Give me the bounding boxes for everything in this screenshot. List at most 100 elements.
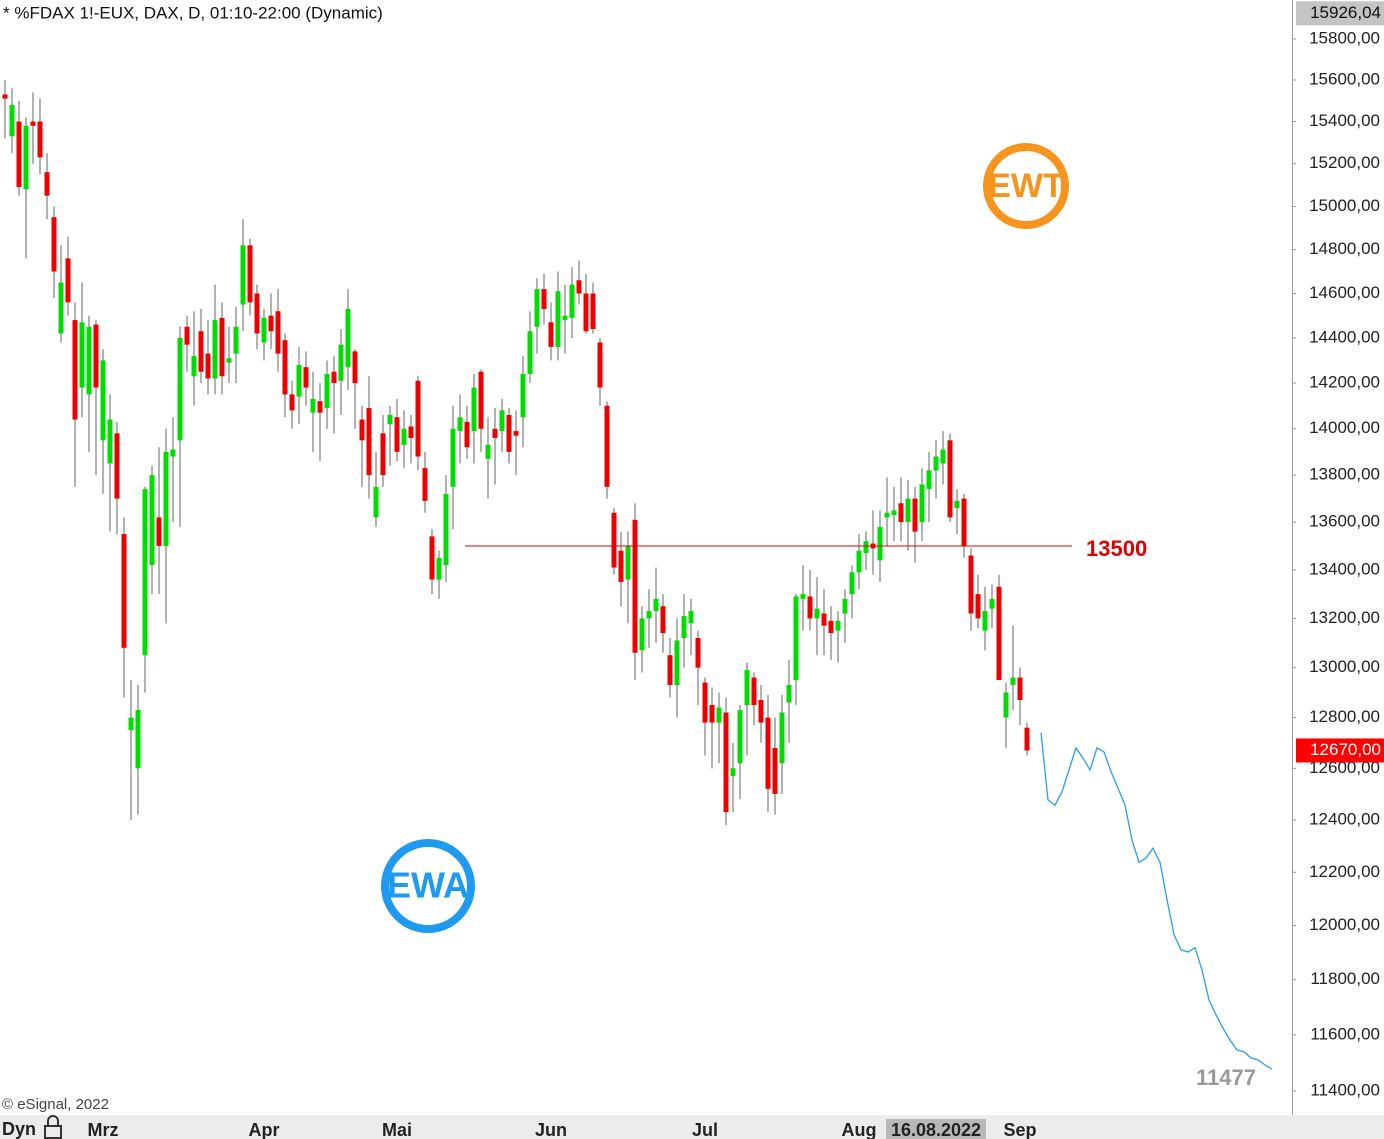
candle-body: [240, 245, 246, 305]
candle-body: [506, 414, 512, 452]
candle-body: [835, 620, 841, 631]
ewt-text: EWT: [988, 167, 1064, 205]
candle-body: [744, 670, 750, 705]
candle-body: [576, 280, 582, 294]
y-tick-label: 12600,00: [1309, 758, 1380, 777]
candle-body: [674, 640, 680, 685]
candle-body: [429, 536, 435, 580]
candle-body: [940, 449, 946, 464]
x-tick-label: Mrz: [88, 1120, 119, 1139]
candle-body: [205, 353, 211, 379]
candle-body: [219, 317, 225, 377]
candle-body: [786, 684, 792, 703]
candle-body: [716, 707, 722, 723]
candle-body: [905, 498, 911, 523]
candle-body: [2, 94, 8, 99]
candle-body: [737, 710, 743, 764]
candle-body: [51, 217, 57, 272]
ewa-text: EWA: [387, 865, 469, 906]
candle-body: [590, 293, 596, 330]
x-tick-label: Sep: [1003, 1120, 1036, 1139]
candle-body: [142, 489, 148, 656]
candle-body: [226, 358, 232, 363]
candle-body: [653, 598, 659, 612]
y-tick-label: 12200,00: [1309, 862, 1380, 881]
y-tick-label: 13200,00: [1309, 608, 1380, 627]
level-label: 13500: [1086, 536, 1147, 561]
candle-body: [660, 606, 666, 634]
candle-body: [926, 470, 932, 490]
candle-body: [821, 613, 827, 626]
candle-body: [611, 512, 617, 568]
candle-body: [184, 326, 190, 345]
x-axis-band: [0, 1115, 1384, 1139]
y-tick-label: 15000,00: [1309, 196, 1380, 215]
x-tick-label: Mai: [382, 1120, 412, 1139]
candle-body: [275, 311, 281, 354]
candle-body: [989, 598, 995, 609]
copyright: © eSignal, 2022: [2, 1096, 109, 1113]
candle-body: [562, 315, 568, 321]
candle-body: [114, 433, 120, 499]
candle-body: [828, 620, 834, 634]
y-tick-label: 13600,00: [1309, 512, 1380, 531]
candle-body: [541, 289, 547, 309]
candle-body: [394, 417, 400, 452]
candle-body: [947, 440, 953, 518]
candle-body: [471, 387, 477, 432]
candle-body: [100, 360, 106, 441]
candle-body: [107, 419, 113, 464]
ewt-ring: [983, 143, 1069, 229]
x-cursor-box: [886, 1119, 986, 1139]
candle-body: [1024, 727, 1030, 751]
candles: [2, 79, 1030, 826]
projection-line: [1040, 732, 1273, 1070]
candle-body: [954, 500, 960, 508]
candle-body: [996, 586, 1002, 681]
candle-body: [625, 545, 631, 580]
candle-body: [464, 421, 470, 448]
x-tick-label: Apr: [249, 1120, 280, 1139]
candle-body: [709, 704, 715, 723]
x-mode-label[interactable]: Dyn: [2, 1119, 36, 1139]
candle-body: [548, 322, 554, 347]
candle-body: [408, 426, 414, 438]
candle-body: [247, 245, 253, 303]
y-tick-label: 12800,00: [1309, 707, 1380, 726]
lock-icon: [44, 1115, 62, 1139]
y-tick-label: 11800,00: [1310, 969, 1380, 988]
candle-body: [730, 768, 736, 777]
candle-body: [345, 308, 351, 368]
chart-title: * %FDAX 1!-EUX, DAX, D, 01:10-22:00 (Dyn…: [3, 3, 383, 22]
candle-body: [534, 289, 540, 327]
candle-body: [919, 484, 925, 523]
candle-body: [436, 557, 442, 580]
y-tick-label: 11400,00: [1310, 1080, 1380, 1099]
candle-body: [373, 486, 379, 518]
candle-body: [933, 456, 939, 471]
y-tick-label: 12400,00: [1309, 809, 1380, 828]
x-tick-label: Aug: [842, 1120, 877, 1139]
candle-body: [366, 408, 372, 476]
candle-body: [667, 655, 673, 685]
projection-label: 11477: [1196, 1065, 1256, 1090]
candle-body: [58, 282, 64, 334]
candle-body: [121, 534, 127, 648]
candle-body: [765, 717, 771, 789]
candle-body: [198, 331, 204, 372]
candle-body: [156, 517, 162, 546]
lock-shackle: [47, 1115, 59, 1126]
y-tick-label: 11600,00: [1310, 1024, 1380, 1043]
candle-body: [65, 258, 71, 303]
candle-body: [814, 608, 820, 619]
ewa-ring: [381, 839, 475, 933]
candle-body: [450, 428, 456, 487]
candle-body: [212, 320, 218, 379]
candle-body: [296, 364, 302, 397]
candle-body: [695, 637, 701, 668]
candle-body: [338, 344, 344, 381]
candle-body: [415, 380, 421, 457]
y-tick-label: 14800,00: [1309, 239, 1380, 258]
